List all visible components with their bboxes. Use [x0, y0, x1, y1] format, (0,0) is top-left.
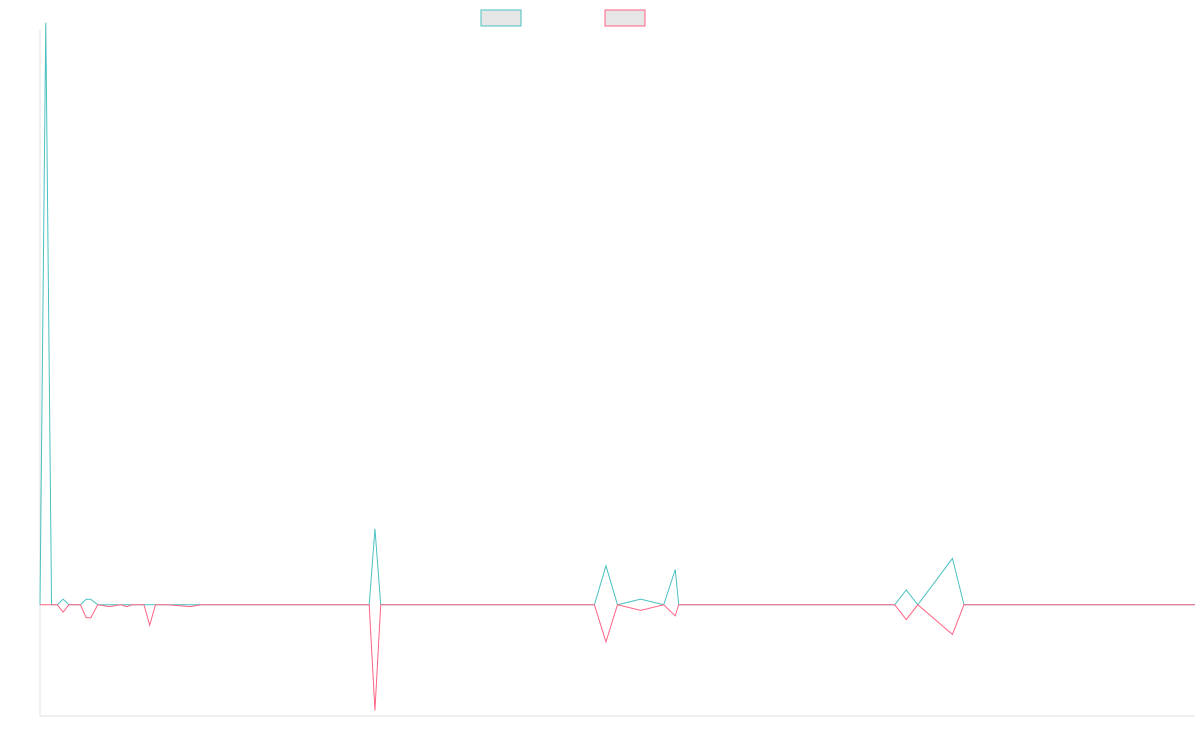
legend-swatch-series-2[interactable]	[604, 9, 646, 27]
series-layer	[39, 22, 1195, 711]
legend-swatch-series-1[interactable]	[480, 9, 522, 27]
legend[interactable]	[480, 9, 646, 27]
series-2-line	[40, 604, 1195, 711]
axes	[39, 30, 1195, 717]
series-1-line	[39, 22, 1195, 606]
